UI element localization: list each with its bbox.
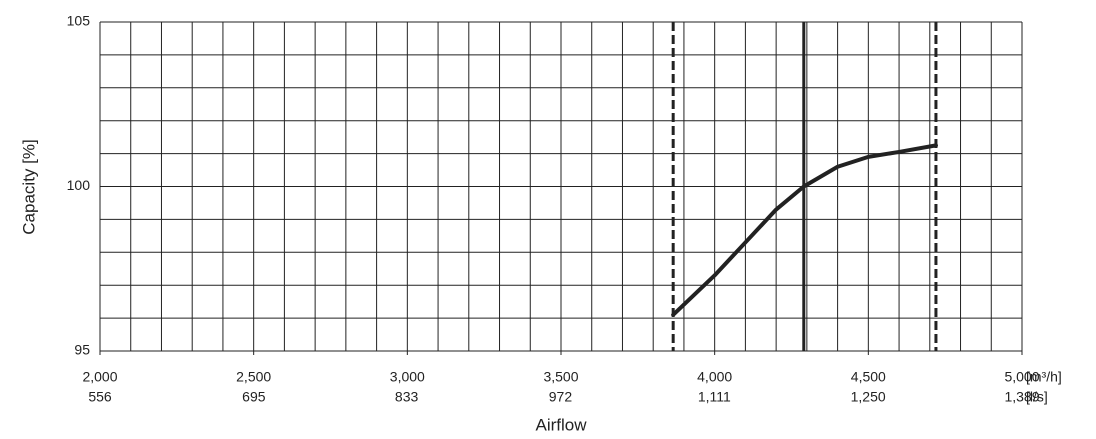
y-tick-label: 105	[67, 13, 91, 29]
x-axis-label: Airflow	[535, 415, 587, 434]
y-tick-label: 100	[67, 177, 91, 193]
x-tick-label: 2,500	[236, 369, 271, 385]
y-tick-label: 95	[74, 342, 90, 358]
x-tick-label: 3,500	[543, 369, 578, 385]
x-tick-label: 3,000	[390, 369, 425, 385]
x-tick-label: 4,000	[697, 369, 732, 385]
x2-tick-label: 1,389	[1004, 389, 1039, 405]
x2-tick-label: 972	[549, 389, 573, 405]
x2-tick-label: 556	[88, 389, 112, 405]
x2-tick-label: 695	[242, 389, 266, 405]
x2-tick-label: 1,111	[698, 389, 731, 405]
x2-tick-label: 833	[395, 389, 419, 405]
x-tick-label: 5,000	[1004, 369, 1039, 385]
x-tick-label: 4,500	[851, 369, 886, 385]
x2-tick-label: 1,250	[851, 389, 886, 405]
line	[671, 143, 938, 317]
y-axis-label: Capacity [%]	[19, 139, 38, 234]
x-unit: [m³/h]	[1026, 369, 1062, 385]
x-tick-label: 2,000	[82, 369, 117, 385]
x2-unit: [l/s]	[1026, 389, 1048, 405]
